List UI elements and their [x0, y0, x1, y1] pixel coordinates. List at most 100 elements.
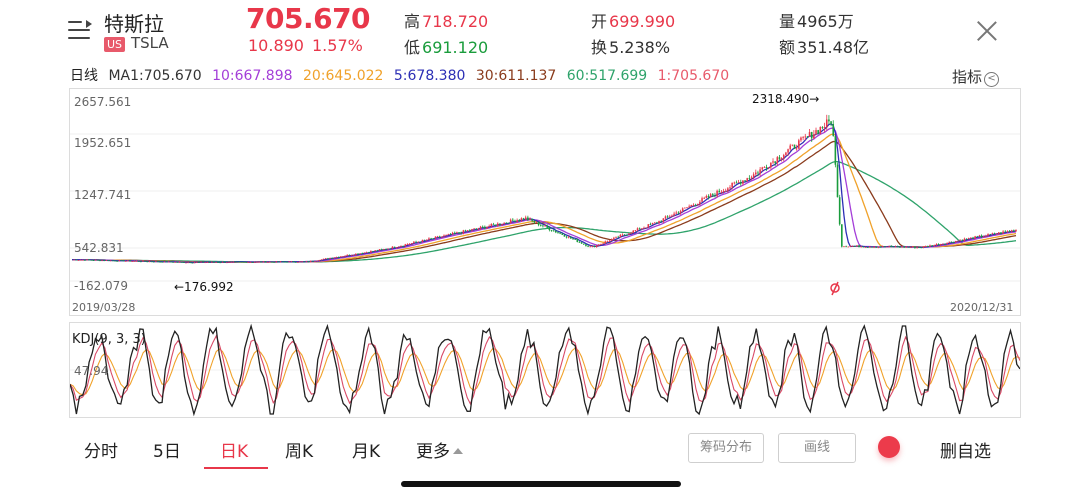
caret-up-icon — [453, 448, 463, 454]
candlestick — [101, 260, 103, 262]
candlestick — [228, 261, 230, 263]
tab-intraday[interactable]: 分时 — [84, 442, 118, 462]
kdj-level-label: 47.94 — [74, 364, 108, 378]
candlestick — [823, 122, 826, 133]
candlestick — [453, 231, 456, 235]
candlestick — [901, 246, 903, 248]
candlestick — [752, 172, 755, 180]
last-price: 705.670 — [246, 2, 371, 35]
turnover-value: 5.238% — [609, 38, 671, 57]
candlestick — [567, 235, 570, 239]
tab-monthly-k[interactable]: 月K — [352, 442, 381, 462]
tab-daily-k[interactable]: 日K — [220, 442, 249, 462]
candlestick — [236, 261, 239, 263]
candlestick — [509, 218, 512, 224]
candlestick — [982, 235, 985, 238]
candlestick — [707, 194, 710, 200]
max-price-annotation: 2318.490→ — [752, 92, 819, 106]
candlestick — [967, 237, 970, 240]
candlestick — [815, 127, 817, 136]
candlestick — [963, 237, 966, 242]
candlestick — [856, 245, 858, 248]
candlestick — [357, 253, 359, 255]
candlestick — [372, 250, 374, 252]
remove-from-watchlist-button[interactable]: 删自选 — [940, 442, 991, 462]
candlestick — [434, 236, 437, 240]
price-change: 10.890 — [248, 36, 304, 55]
candlestick — [460, 231, 463, 235]
chip-distribution-button[interactable]: 筹码分布 — [688, 433, 764, 463]
candlestick — [546, 224, 549, 229]
candlestick — [791, 144, 794, 147]
candlestick — [757, 170, 759, 177]
candlestick — [724, 188, 727, 192]
candlestick — [230, 261, 232, 263]
candlestick — [587, 245, 589, 248]
candlestick — [853, 245, 856, 247]
candlestick — [625, 234, 628, 236]
candlestick — [527, 215, 529, 221]
candlestick — [245, 261, 247, 263]
candlestick — [116, 260, 118, 262]
candlestick — [636, 227, 639, 232]
candlestick — [937, 243, 940, 246]
candlestick — [496, 222, 499, 227]
candlestick — [187, 262, 189, 264]
candlestick — [419, 241, 422, 243]
close-icon[interactable] — [976, 20, 998, 42]
ma-item-30: 30:611.137 — [475, 68, 557, 84]
ma10-line — [72, 127, 1017, 263]
candlestick — [970, 237, 972, 239]
candlestick — [124, 260, 127, 262]
candlestick — [580, 242, 583, 244]
menu-lines-icon[interactable] — [68, 18, 92, 42]
candlestick — [679, 209, 682, 215]
tab-weekly-k[interactable]: 周K — [285, 442, 314, 462]
candlestick — [92, 259, 95, 261]
candlestick — [312, 260, 314, 262]
turnover-label: 换 — [591, 38, 608, 57]
tab-5day[interactable]: 5日 — [153, 442, 181, 462]
ma30-line — [72, 140, 1017, 263]
kdj-indicator-chart[interactable]: KDJ(9, 3, 3) 47.94 — [69, 322, 1021, 418]
red-dot-button[interactable] — [878, 436, 900, 458]
candlestick-chart[interactable]: 2657.561 1952.651 1247.741 542.831 -162.… — [69, 88, 1021, 316]
candlestick — [834, 135, 837, 168]
candlestick — [621, 233, 624, 237]
candlestick — [845, 245, 847, 248]
candlestick — [473, 227, 475, 230]
candlestick — [868, 246, 871, 248]
candlestick — [613, 236, 615, 241]
low-stat: 低 691.120 — [404, 34, 488, 58]
candlestick — [785, 151, 787, 157]
candlestick — [223, 261, 226, 263]
candlestick — [647, 223, 650, 229]
candlestick — [301, 261, 303, 263]
candlestick — [348, 254, 351, 256]
kdj-d-line — [70, 347, 1020, 396]
candlestick — [370, 250, 372, 254]
candlestick — [344, 255, 346, 257]
tab-more[interactable]: 更多 — [416, 437, 463, 462]
candlestick — [327, 257, 329, 260]
candlestick — [507, 222, 510, 224]
candlestick — [954, 240, 957, 243]
candlestick — [524, 215, 527, 221]
circle-chevron-left-icon: < — [984, 72, 1000, 87]
candlestick — [421, 239, 424, 243]
candlestick — [591, 245, 594, 248]
kdj-lines — [70, 323, 1020, 417]
candlestick — [438, 235, 441, 239]
candlestick — [810, 131, 813, 142]
candlestick — [484, 225, 486, 230]
candlestick — [152, 261, 155, 263]
ma-legend: 日线 MA1:705.670 10:667.898 20:645.022 5:6… — [70, 65, 735, 85]
draw-line-button[interactable]: 画线 — [778, 433, 856, 463]
candlestick — [871, 246, 873, 248]
split-marker-icon — [830, 281, 840, 296]
period-label: 日线 — [70, 68, 98, 84]
candlestick — [735, 180, 738, 184]
candlestick — [858, 244, 860, 248]
candlestick — [127, 260, 129, 262]
indicator-button[interactable]: 指标 < — [952, 66, 1000, 87]
